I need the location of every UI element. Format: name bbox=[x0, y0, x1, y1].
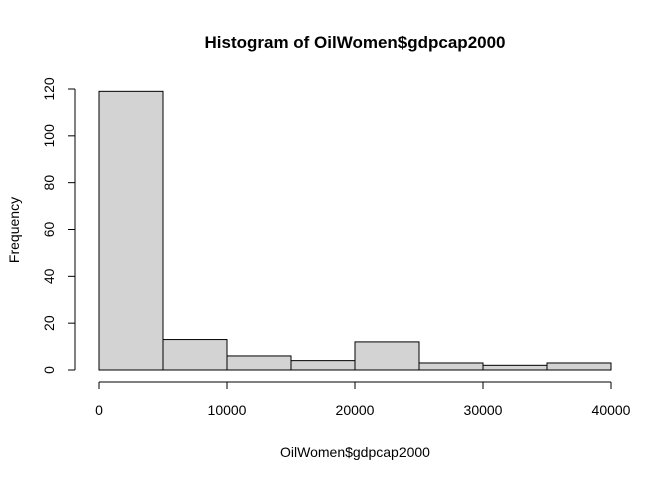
histogram-bar-0 bbox=[98, 90, 164, 371]
x-tick-label-3: 30000 bbox=[464, 402, 503, 418]
histogram-bar-6 bbox=[482, 364, 548, 371]
chart-title: Histogram of OilWomen$gdpcap2000 bbox=[204, 33, 505, 52]
y-tick-label-6: 120 bbox=[41, 77, 57, 101]
x-tick-label-1: 10000 bbox=[208, 402, 247, 418]
y-tick-label-4: 80 bbox=[41, 175, 57, 191]
histogram-bars bbox=[98, 90, 612, 371]
y-tick-label-0: 0 bbox=[41, 366, 57, 374]
x-tick-label-0: 0 bbox=[95, 402, 103, 418]
x-axis-label: OilWomen$gdpcap2000 bbox=[280, 444, 430, 460]
histogram-bar-7 bbox=[546, 362, 612, 371]
histogram-bar-2 bbox=[226, 355, 292, 371]
histogram-bar-5 bbox=[418, 362, 484, 371]
histogram-bar-4 bbox=[354, 341, 420, 371]
y-tick-label-1: 20 bbox=[41, 315, 57, 331]
y-axis-label: Frequency bbox=[6, 197, 22, 263]
y-axis: 0 20 40 60 80 100 120 bbox=[41, 77, 76, 374]
y-tick-label-5: 100 bbox=[41, 124, 57, 148]
x-tick-label-2: 20000 bbox=[336, 402, 375, 418]
y-tick-label-2: 40 bbox=[41, 268, 57, 284]
x-axis: 0 10000 20000 30000 40000 bbox=[95, 381, 631, 418]
histogram-bar-3 bbox=[290, 360, 356, 371]
histogram-bar-1 bbox=[162, 339, 228, 371]
y-tick-label-3: 60 bbox=[41, 222, 57, 238]
x-tick-label-4: 40000 bbox=[592, 402, 631, 418]
